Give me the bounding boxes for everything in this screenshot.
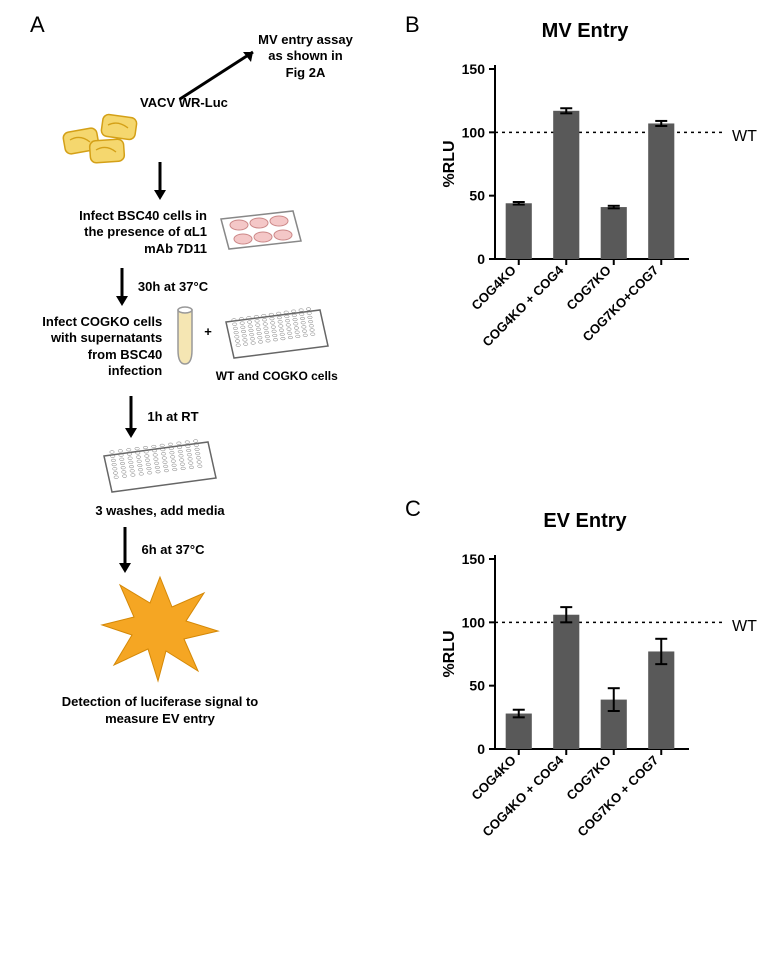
wt-label-b: WT xyxy=(732,128,757,146)
svg-text:COG4KO + COG4: COG4KO + COG4 xyxy=(479,262,567,350)
chart-b-title: MV Entry xyxy=(440,20,730,43)
panel-c-chart: EV Entry 0 50 100 150 %RLU COG4KOCOG4KO + COG… xyxy=(440,510,730,876)
mv-assay-text: MV entry assay as shown in Fig 2A xyxy=(258,32,353,81)
wt-label-c: WT xyxy=(732,618,757,636)
step3-time: 6h at 37°C xyxy=(141,542,204,557)
starburst-icon xyxy=(100,573,220,688)
ninety-six-well-plate-icon xyxy=(222,306,332,367)
step1-time: 30h at 37°C xyxy=(138,279,208,294)
panel-b-chart: MV Entry 0 50 100 150 %RLU COG4KOCOG4KO + COG… xyxy=(440,20,730,386)
svg-text:COG7KO: COG7KO xyxy=(563,753,613,803)
svg-text:100: 100 xyxy=(462,614,486,630)
step2-left-text: Infect COGKO cells with supernatants fro… xyxy=(42,314,162,379)
svg-text:COG4KO: COG4KO xyxy=(468,753,518,803)
ninety-six-well-plate-icon xyxy=(100,438,220,501)
svg-text:%RLU: %RLU xyxy=(441,140,458,187)
arrow-icon xyxy=(150,160,170,205)
svg-text:100: 100 xyxy=(462,124,486,140)
svg-text:%RLU: %RLU xyxy=(441,630,458,677)
svg-text:50: 50 xyxy=(469,188,485,204)
step4-text: Detection of luciferase signal to measur… xyxy=(60,694,260,727)
six-well-plate-icon xyxy=(215,205,305,260)
svg-text:COG4KO + COG4: COG4KO + COG4 xyxy=(479,752,567,840)
svg-text:150: 150 xyxy=(462,61,486,77)
svg-text:50: 50 xyxy=(469,678,485,694)
panel-a-flow: VACV WR-Luc MV entry assay as shown in F… xyxy=(20,50,360,727)
svg-text:COG7KO + COG7: COG7KO + COG7 xyxy=(574,753,661,840)
step2-time: 1h at RT xyxy=(147,409,198,424)
step2-right-text: WT and COGKO cells xyxy=(216,369,338,384)
plus-sign: + xyxy=(204,324,212,340)
step1-text: Infect BSC40 cells in the presence of αL… xyxy=(75,208,207,257)
svg-text:COG7KO: COG7KO xyxy=(563,263,613,313)
arrow-icon xyxy=(112,266,132,306)
svg-text:0: 0 xyxy=(477,741,485,757)
tube-icon xyxy=(170,306,200,373)
panel-b-label: B xyxy=(405,12,420,38)
chart-c-title: EV Entry xyxy=(440,510,730,533)
virus-icon xyxy=(60,110,150,170)
step3-text: 3 washes, add media xyxy=(95,503,224,519)
panel-a-label: A xyxy=(30,12,45,38)
svg-text:150: 150 xyxy=(462,551,486,567)
svg-text:0: 0 xyxy=(477,251,485,267)
arrow-icon xyxy=(115,525,135,573)
panel-c-label: C xyxy=(405,496,421,522)
arrow-icon xyxy=(121,394,141,438)
svg-text:COG4KO: COG4KO xyxy=(468,263,518,313)
